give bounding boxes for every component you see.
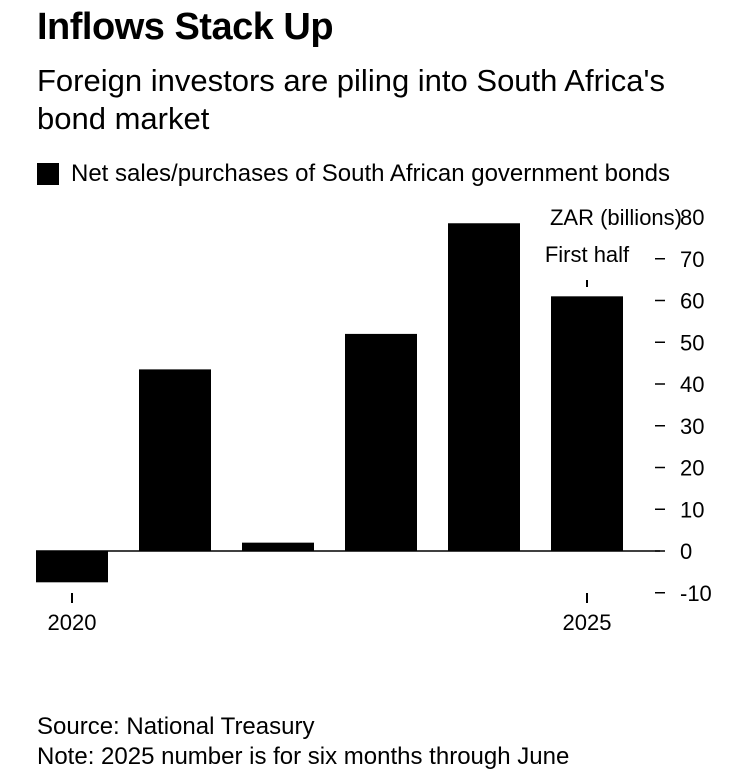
legend-swatch — [37, 163, 59, 185]
footnote: Note: 2025 number is for six months thro… — [37, 743, 570, 770]
y-tick-label--10: -10 — [680, 581, 712, 606]
legend-label: Net sales/purchases of South African gov… — [71, 160, 671, 187]
bars-group — [36, 223, 623, 583]
x-axis: 2020 2025 — [48, 593, 612, 635]
y-tick-label-0: 0 — [680, 539, 692, 564]
x-tick-label-2025: 2025 — [563, 610, 612, 635]
legend: Net sales/purchases of South African gov… — [37, 160, 670, 188]
bar-2025 — [551, 296, 623, 551]
bar-2024 — [448, 223, 520, 551]
y-axis-unit-label: ZAR (billions) — [550, 205, 682, 230]
y-tick-label-30: 30 — [680, 414, 704, 439]
y-tick-label-70: 70 — [680, 247, 704, 272]
y-tick-label-50: 50 — [680, 330, 704, 355]
y-tick-label-40: 40 — [680, 372, 704, 397]
source-note: Source: National Treasury — [37, 713, 315, 740]
chart-title: Inflows Stack Up — [37, 6, 334, 48]
annotations: First half — [545, 242, 630, 287]
y-axis: 80 70 60 50 40 30 20 10 0 -10 ZAR (billions) — [550, 205, 712, 606]
y-tick-label-20: 20 — [680, 456, 704, 481]
x-tick-label-2020: 2020 — [48, 610, 97, 635]
annotation-first-half: First half — [545, 242, 630, 267]
footer: Source: National Treasury Note: 2025 num… — [37, 712, 569, 772]
bar-2020 — [36, 551, 108, 583]
y-tick-label-10: 10 — [680, 497, 704, 522]
chart-subtitle: Foreign investors are piling into South … — [37, 63, 665, 136]
bar-2022 — [242, 542, 314, 551]
y-tick-label-60: 60 — [680, 289, 704, 314]
bar-2021 — [139, 369, 211, 551]
bar-2023 — [345, 333, 417, 551]
y-tick-label-80: 80 — [680, 205, 704, 230]
